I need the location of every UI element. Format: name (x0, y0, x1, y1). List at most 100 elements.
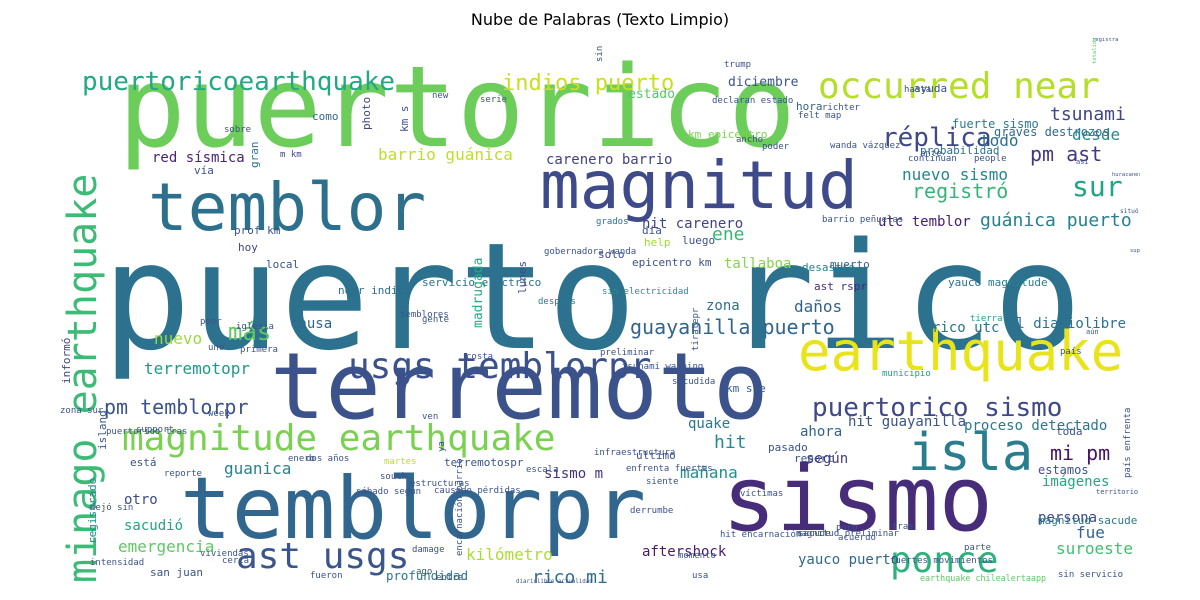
cloud-word: desde (1072, 125, 1120, 144)
cloud-word: proceso detectado (964, 418, 1107, 434)
cloud-word: new (432, 91, 449, 101)
cloud-word: hit encarnación (720, 529, 801, 540)
cloud-word: réplica (882, 123, 992, 153)
cloud-word: sin electricidad (602, 287, 689, 297)
cloud-word: solo (598, 248, 625, 261)
cloud-word: continúan (908, 154, 957, 164)
cloud-word: así (1076, 158, 1089, 166)
cloud-word: imágenes (1042, 474, 1109, 490)
cloud-word: municipio (882, 369, 931, 379)
cloud-word: earthquake chilealertaapp (920, 573, 1046, 583)
cloud-word: ast rspr (814, 280, 867, 293)
cloud-word: enfrenta fuertes (626, 464, 713, 474)
cloud-word: sismo m (544, 466, 603, 482)
cloud-word: esto (60, 225, 62, 238)
cloud-word: guánica puerto (980, 210, 1132, 231)
cloud-word: hit (714, 432, 747, 453)
cloud-word: causado pérdidas (434, 485, 521, 496)
cloud-word: km sse (726, 382, 766, 395)
cloud-word: peor (200, 317, 222, 327)
cloud-word: diciembre (728, 75, 799, 90)
cloud-word: kilómetro (466, 545, 553, 564)
cloud-word: ponce (890, 540, 998, 581)
cloud-word: support (136, 425, 174, 435)
cloud-word: hasta (904, 85, 931, 95)
cloud-word: está (130, 456, 157, 469)
cloud-word: tsunami warning (622, 362, 703, 372)
cloud-word: earthquake (798, 320, 1123, 383)
cloud-word: encarnación barrio (454, 458, 465, 556)
cloud-word: diariolibre actualidad (516, 579, 593, 583)
cloud-word: report (794, 452, 834, 465)
cloud-word: red sísmica (152, 150, 245, 166)
cloud-word: iglesia (236, 322, 274, 332)
cloud-word: photo (360, 97, 373, 130)
cloud-word: island (96, 410, 109, 450)
cloud-word: sur (1072, 170, 1123, 203)
cloud-word: otro (124, 492, 158, 508)
cloud-word: sacudida (672, 377, 715, 387)
cloud-word: infraestructura (594, 448, 675, 458)
cloud-word: pm temblorpr (104, 395, 249, 419)
cloud-word: ahora (800, 424, 842, 440)
cloud-word: martes (384, 457, 417, 467)
cloud-word: epicentro km (632, 256, 712, 269)
cloud-word: estructuras (410, 479, 470, 489)
cloud-word: intensidad (90, 558, 144, 568)
cloud-word: serie (480, 95, 507, 105)
cloud-word: viviendas (200, 549, 249, 559)
cloud-word: temblor (148, 169, 426, 246)
cloud-word: puerto rico (102, 211, 1082, 383)
cloud-word: derrumbe (630, 506, 673, 516)
cloud-word: nuevo (154, 329, 202, 348)
cloud-word: mi pm (1050, 441, 1110, 465)
cloud-word: minago earthquake (60, 174, 106, 583)
cloud-word: enero (288, 454, 315, 464)
cloud-word: south (380, 472, 407, 482)
cloud-word: fue (1076, 523, 1105, 542)
cloud-word: situó (1120, 207, 1139, 215)
cloud-word: puertorico (118, 41, 796, 173)
cloud-word: utc temblor (878, 214, 971, 230)
cloud-word: más (228, 318, 271, 346)
cloud-word: según (806, 451, 848, 467)
cloud-word: día (642, 224, 662, 237)
cloud-word: tierra (970, 314, 1003, 324)
cloud-word: totalidad (1092, 38, 1098, 64)
cloud-word: puertoricoearthquake (82, 67, 395, 97)
cloud-word: territorio (1096, 488, 1138, 496)
cloud-word: quake (688, 416, 730, 432)
cloud-word: tallaboa (724, 256, 791, 272)
cloud-word: todo (980, 131, 1019, 150)
cloud-word: sobre (224, 125, 251, 135)
cloud-word: ya (437, 441, 447, 452)
cloud-word: zona (706, 298, 740, 314)
cloud-word: ven (422, 412, 438, 422)
cloud-word: registra (1092, 38, 1119, 43)
cloud-word: uno (208, 343, 224, 353)
cloud-word: registró (912, 179, 1008, 203)
cloud-word: people (974, 154, 1007, 164)
cloud-word: preliminar (600, 348, 655, 358)
cloud-word: sacude (798, 529, 831, 539)
cloud-word: pasado (768, 441, 808, 454)
cloud-word: sábado según (356, 487, 421, 497)
cloud-word: near indios (338, 284, 411, 297)
cloud-word: rico utc (932, 320, 999, 336)
cloud-word: país (1060, 347, 1082, 357)
cloud-word: poco (836, 523, 858, 533)
cloud-word: fueron (310, 571, 343, 581)
cloud-word: poder (762, 142, 790, 152)
cloud-word: magnitud (540, 147, 858, 224)
cloud-word: week (208, 409, 230, 419)
cloud-word: víctimas (740, 489, 783, 499)
cloud-word: usgs temblorpr (348, 346, 651, 387)
cloud-word: profundidad (386, 568, 468, 583)
cloud-word: trump (724, 60, 751, 70)
cloud-word: momento (678, 551, 716, 561)
cloud-word: aftershock (642, 544, 727, 560)
cloud-word: emergencia (118, 537, 214, 556)
cloud-word: reporte (164, 469, 202, 479)
cloud-word: hit carenero (642, 216, 743, 232)
